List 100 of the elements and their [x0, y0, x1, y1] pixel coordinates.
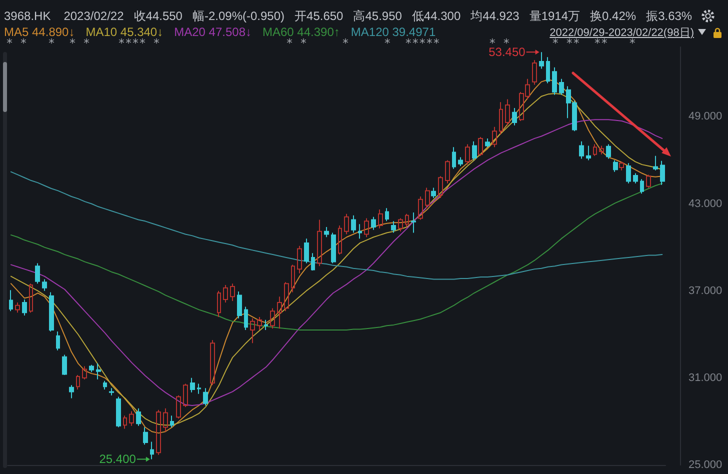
candlestick [297, 245, 302, 274]
candlestick [311, 252, 315, 272]
candlestick [606, 144, 611, 160]
candlestick [478, 136, 483, 156]
candlestick [539, 52, 544, 70]
candlestick [331, 232, 336, 264]
text: MA60 44.390↑ [262, 25, 340, 39]
candlestick [56, 330, 60, 351]
candlestick [96, 362, 101, 380]
text: 换0.42% [590, 9, 636, 23]
candlestick [136, 408, 141, 426]
text: 开45.650 [294, 9, 344, 23]
candlestick [210, 340, 215, 386]
candlestick [217, 290, 221, 318]
candlestick [257, 316, 262, 331]
y-tick-label: 43.000 [688, 198, 722, 210]
candlestick [183, 383, 188, 408]
text: 幅-2.09%(-0.950) [192, 9, 285, 23]
candlestick [445, 160, 450, 184]
candlestick [599, 145, 604, 155]
candlestick [270, 308, 275, 330]
candlestick [405, 213, 409, 228]
candlestick [378, 209, 383, 229]
candlestick [291, 264, 295, 293]
candlestick [103, 380, 107, 390]
candlestick [438, 176, 443, 198]
candlestick [129, 410, 134, 426]
candlestick [492, 126, 497, 148]
candlestick [317, 219, 322, 267]
candlestick [69, 384, 74, 399]
candlestick [485, 138, 490, 148]
candlestick [358, 224, 362, 240]
candlestick [29, 283, 33, 314]
candlestick [646, 174, 651, 188]
chart-title: 3968.HK [4, 9, 51, 23]
candlestick [89, 364, 94, 373]
candlestick [35, 262, 40, 284]
candlestick [109, 388, 114, 396]
candlestick [244, 306, 248, 331]
candlestick [640, 178, 644, 194]
candlestick [190, 377, 195, 393]
candlestick [472, 140, 477, 161]
candlestick [626, 162, 631, 184]
text: 收44.550 [134, 9, 182, 23]
candlestick [418, 196, 423, 220]
candlestick [344, 213, 349, 235]
y-tick-label: 37.000 [688, 284, 722, 297]
line-series [10, 182, 663, 331]
text: MA10 45.340↓ [86, 25, 164, 39]
text: 振3.63% [646, 9, 692, 23]
candlestick [49, 292, 54, 332]
candlestick [351, 214, 356, 234]
text: 2022/09/29-2023/02/22(98日) [550, 26, 694, 39]
candlestick [613, 160, 618, 172]
annotation: 25.400 [99, 452, 136, 466]
candlestick [116, 396, 121, 428]
text: MA5 44.890↓ [4, 25, 75, 39]
candlestick [203, 388, 208, 406]
candlestick [22, 299, 27, 316]
candlestick [250, 318, 255, 344]
candlestick [223, 284, 228, 303]
candlestick [156, 409, 161, 456]
candlestick [76, 374, 80, 390]
candlestick [324, 226, 329, 238]
candlestick [398, 218, 403, 232]
candlestick [532, 60, 537, 86]
candlestick [62, 354, 67, 376]
annotation: 53.450 [488, 45, 526, 60]
text: 高45.950 [353, 9, 402, 23]
candlestick [633, 172, 638, 184]
y-tick-label: 31.000 [688, 372, 722, 384]
y-tick-label: 49.000 [688, 110, 722, 123]
candlestick [505, 98, 510, 126]
candlestick [197, 383, 201, 394]
candlestick [82, 366, 87, 380]
candlestick [458, 156, 463, 167]
candlestick [465, 144, 470, 166]
candlestick [579, 140, 584, 160]
candlestick [653, 155, 658, 171]
candlestick [452, 146, 456, 170]
candlestick [619, 161, 624, 171]
candlestick [512, 107, 517, 126]
candlestick [499, 102, 503, 135]
candlestick [9, 290, 13, 312]
candlestick [411, 212, 416, 234]
text: 量1914万 [529, 9, 580, 23]
candlestick [123, 415, 127, 430]
candlestick [237, 291, 242, 319]
candlestick [15, 302, 20, 314]
candlestick [150, 441, 154, 460]
text: MA120 39.4971 [350, 25, 436, 39]
candlestick [170, 415, 174, 428]
candlestick [230, 283, 235, 302]
chart-subtitle: 2023/02/22 [64, 9, 124, 23]
candlestick [431, 187, 436, 198]
candlestick [364, 218, 369, 238]
candlestick [277, 296, 282, 330]
candlestick [338, 225, 342, 256]
candlestick [304, 238, 309, 264]
candlestick [425, 187, 430, 209]
